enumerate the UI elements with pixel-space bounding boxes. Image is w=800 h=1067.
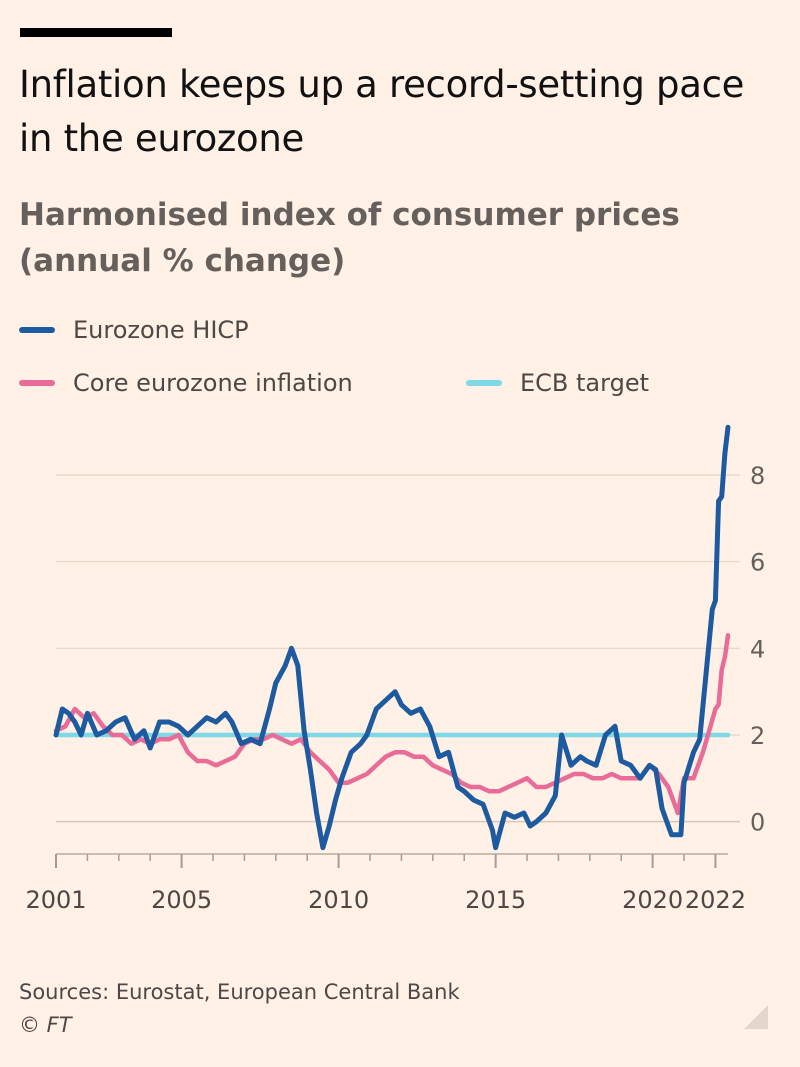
line-chart: 0 2 4 6 8 2001 2005 2010 2015 2020 2022 — [25, 424, 765, 914]
chart-subtitle: Harmonised index of consumer prices (ann… — [19, 197, 680, 279]
x-axis — [55, 853, 728, 868]
legend-swatch-hicp — [19, 327, 55, 333]
legend-label-hicp: Eurozone HICP — [73, 316, 249, 344]
legend-item-target: ECB target — [466, 369, 649, 397]
copyright-note: © FT — [19, 1013, 72, 1037]
chart-title: Inflation keeps up a record-setting pace… — [19, 63, 745, 160]
x-tick-label: 2015 — [465, 886, 526, 914]
series-lines — [53, 424, 731, 851]
legend-label-core: Core eurozone inflation — [73, 369, 353, 397]
source-note: Sources: Eurostat, European Central Bank — [19, 980, 460, 1004]
x-tick-label: 2001 — [25, 886, 86, 914]
y-tick-label: 2 — [750, 722, 765, 750]
legend-swatch-core — [19, 380, 55, 386]
y-tick-label: 0 — [750, 809, 765, 837]
y-tick-label: 8 — [750, 462, 765, 490]
y-tick-label: 6 — [750, 549, 765, 577]
y-tick-label: 4 — [750, 635, 765, 663]
x-tick-label: 2005 — [151, 886, 212, 914]
x-tick-label: 2010 — [308, 886, 369, 914]
series-line-hicp — [53, 424, 731, 851]
resize-corner-icon — [744, 1005, 768, 1029]
x-tick-label: 2022 — [685, 886, 746, 914]
x-tick-label: 2020 — [622, 886, 683, 914]
header-rule — [20, 28, 172, 37]
tick-labels: 0 2 4 6 8 2001 2005 2010 2015 2020 2022 — [25, 462, 765, 914]
legend-item-hicp: Eurozone HICP — [19, 316, 249, 344]
legend-label-target: ECB target — [520, 369, 649, 397]
legend-item-core: Core eurozone inflation — [19, 369, 353, 397]
grid-lines — [56, 474, 740, 823]
legend-swatch-target — [466, 380, 502, 386]
